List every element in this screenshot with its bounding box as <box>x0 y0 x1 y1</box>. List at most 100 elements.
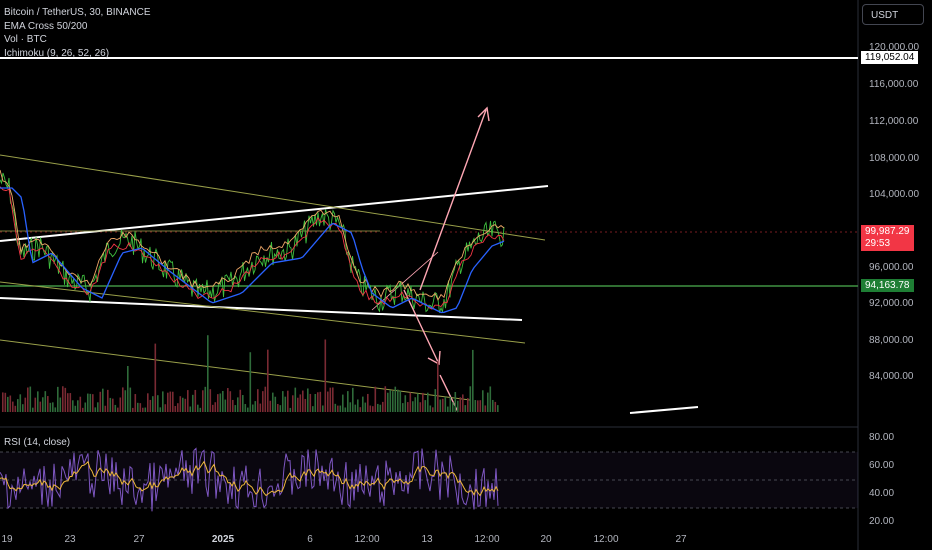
volume-bar <box>54 407 57 412</box>
volume-bar <box>334 403 337 412</box>
volume-bar <box>487 392 489 412</box>
volume-bar <box>19 394 22 412</box>
volume-bar <box>144 407 147 412</box>
lower-trendline[interactable] <box>0 297 523 321</box>
volume-bars <box>2 335 499 412</box>
bullish-arrow[interactable] <box>419 106 490 291</box>
volume-bar <box>382 401 384 412</box>
volume-bar <box>69 393 72 412</box>
currency-button[interactable]: USDT <box>862 4 924 25</box>
volume-bar <box>14 405 17 412</box>
volume-bar <box>279 405 282 412</box>
time-axis-label: 19 <box>1 534 13 545</box>
volume-bar <box>384 386 387 412</box>
volume-bar <box>159 407 162 412</box>
short-trendline[interactable] <box>629 406 699 414</box>
volume-bar <box>217 394 219 412</box>
volume-bar <box>262 391 264 412</box>
upper-trendline[interactable] <box>0 185 549 242</box>
resistance-price-tag[interactable]: 119,052.04 <box>861 51 919 64</box>
volume-bar <box>299 394 302 412</box>
volume-bar <box>172 391 174 412</box>
volume-bar <box>32 407 34 412</box>
wedge-line[interactable] <box>371 251 439 311</box>
volume-bar <box>39 401 42 412</box>
volume-bar <box>254 401 257 412</box>
volume-bar <box>122 387 124 412</box>
volume-bar <box>152 396 154 412</box>
volume-bar <box>469 386 472 412</box>
volume-bar <box>7 396 9 412</box>
volume-bar <box>134 394 137 412</box>
rsi-line <box>0 447 499 512</box>
volume-bar <box>192 394 194 412</box>
volume-bar <box>174 405 177 412</box>
rsi-legend[interactable]: RSI (14, close) <box>4 437 71 448</box>
indicator-ema[interactable]: EMA Cross 50/200 <box>4 20 88 32</box>
channel-line-mid[interactable] <box>0 281 526 344</box>
volume-bar <box>104 405 107 412</box>
volume-bar <box>87 393 89 412</box>
volume-bar <box>57 386 59 412</box>
volume-bar <box>327 391 329 412</box>
volume-bar <box>67 393 69 412</box>
volume-bar <box>212 404 214 412</box>
volume-bar <box>302 390 304 412</box>
volume-bar <box>252 404 254 412</box>
channel-line-low[interactable] <box>0 339 471 401</box>
volume-bar <box>109 397 112 412</box>
volume-bar <box>459 397 462 412</box>
volume-bar <box>17 399 19 412</box>
volume-bar <box>312 406 314 412</box>
volume-bar <box>229 391 232 412</box>
volume-bar <box>79 396 82 412</box>
rsi-axis-label: 80.00 <box>869 432 895 443</box>
price-axis-label: 116,000.00 <box>869 79 919 90</box>
volume-bar <box>342 394 344 412</box>
volume-bar <box>4 392 7 412</box>
volume-bar <box>437 360 439 412</box>
volume-bar <box>74 405 77 412</box>
volume-bar <box>207 335 209 412</box>
volume-bar <box>22 404 24 412</box>
volume-bar <box>157 395 159 412</box>
channel-line-top[interactable] <box>0 154 546 241</box>
volume-bar <box>167 392 169 412</box>
rsi-axis-label: 20.00 <box>869 516 895 527</box>
support-price-tag[interactable]: 94,163.78 <box>861 279 914 292</box>
price-axis-label: 84,000.00 <box>869 371 914 382</box>
volume-bar <box>239 389 242 412</box>
volume-bar <box>209 389 212 412</box>
volume-bar <box>179 396 182 412</box>
volume-bar <box>137 402 139 412</box>
price-axis-label: 104,000.00 <box>869 189 920 200</box>
time-axis-label: 12:00 <box>593 534 619 545</box>
volume-bar <box>309 393 312 412</box>
volume-bar <box>482 390 484 412</box>
volume-bar <box>292 395 294 412</box>
volume-bar <box>304 398 307 412</box>
current-price-tag[interactable]: 99,987.29 29:53 <box>861 225 914 251</box>
volume-bar <box>324 339 327 412</box>
volume-bar <box>314 393 317 412</box>
symbol-title[interactable]: Bitcoin / TetherUS, 30, BINANCE <box>4 7 151 18</box>
volume-bar <box>49 402 52 412</box>
volume-bar <box>467 398 469 412</box>
time-axis-label: 12:00 <box>354 534 380 545</box>
volume-bar <box>34 397 37 412</box>
volume-bar <box>59 397 62 412</box>
volume-bar <box>2 392 4 412</box>
volume-bar <box>457 400 459 412</box>
volume-bar <box>72 400 74 412</box>
volume-bar <box>367 393 369 412</box>
volume-bar <box>89 393 92 412</box>
volume-bar <box>199 407 202 412</box>
volume-bar <box>329 387 332 412</box>
volume-bar <box>454 392 457 412</box>
volume-bar <box>474 400 477 412</box>
volume-bar <box>477 400 479 412</box>
volume-bar <box>102 388 104 412</box>
indicator-volume[interactable]: Vol · BTC <box>4 34 47 45</box>
indicator-ichimoku[interactable]: Ichimoku (9, 26, 52, 26) <box>4 47 110 59</box>
